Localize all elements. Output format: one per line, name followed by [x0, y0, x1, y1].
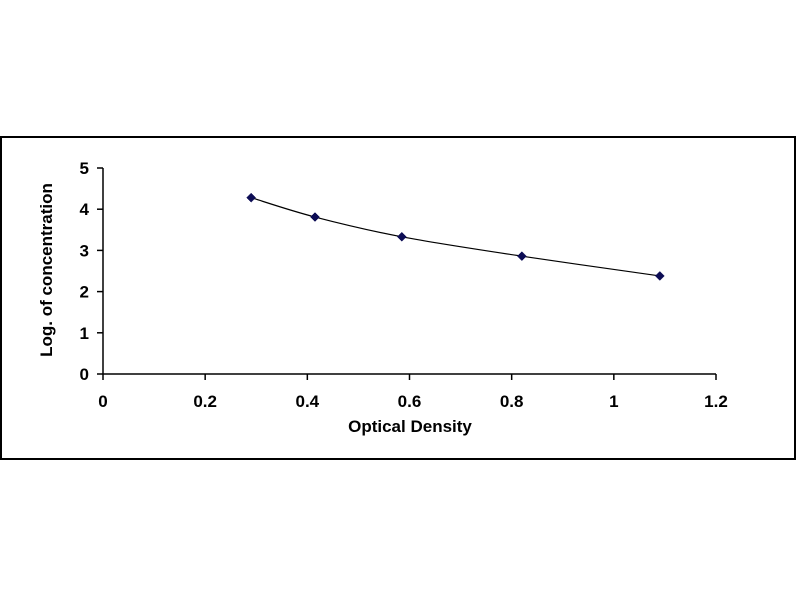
y-tick-label: 1: [80, 324, 89, 343]
y-tick-label: 0: [80, 365, 89, 384]
x-tick-label: 0.4: [296, 392, 320, 411]
x-tick-label: 1.2: [704, 392, 728, 411]
y-tick-label: 3: [80, 241, 89, 260]
data-point: [654, 271, 665, 281]
axes: 0 1 2 3 4 5 0 0.2 0.4 0.6 0.8 1 1.2: [80, 159, 728, 411]
x-tick-label: 0: [98, 392, 107, 411]
y-tick-label: 2: [80, 283, 89, 302]
y-tick-label: 4: [80, 200, 90, 219]
x-tick-label: 1: [609, 392, 618, 411]
x-axis-title: Optical Density: [348, 417, 472, 436]
data-point: [517, 251, 527, 262]
data-point: [310, 212, 320, 222]
x-tick-label: 0.2: [193, 392, 217, 411]
series-line: [250, 197, 660, 277]
data-point: [246, 192, 256, 203]
chart-frame: [0, 136, 796, 460]
x-tick-label: 0.6: [398, 392, 422, 411]
y-axis-title: Log. of concentration: [37, 183, 56, 357]
y-tick-label: 5: [80, 159, 89, 178]
x-tick-label: 0.8: [500, 392, 524, 411]
data-point: [396, 231, 407, 242]
plot-area: [246, 192, 665, 281]
